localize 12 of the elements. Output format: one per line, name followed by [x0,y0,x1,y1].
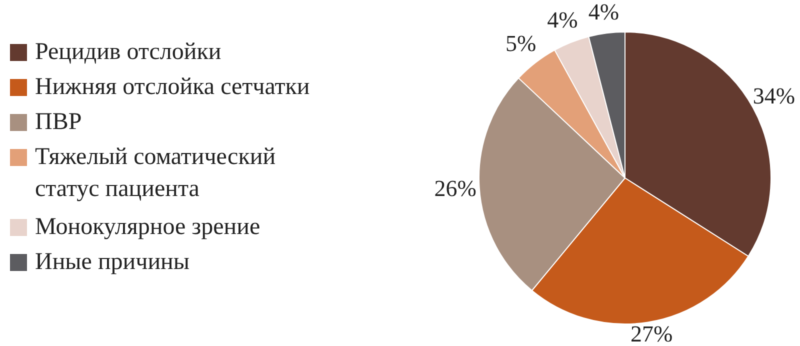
legend-label: Тяжелый соматический статус пациента [35,144,276,202]
data-label: 4% [547,7,578,32]
data-label: 4% [588,0,620,24]
data-label: 26% [434,176,476,202]
data-label: 5% [505,31,536,56]
legend-label: ПВР [35,109,82,135]
data-label: 34% [752,84,796,109]
legend-label: Рецидив отслойки [35,39,222,65]
legend-label: Иные причины [35,249,190,275]
data-label: 27% [630,322,673,346]
legend-label: Монокулярное зрение [35,214,260,240]
legend-label: Нижняя отслойка сетчатки [35,74,310,100]
